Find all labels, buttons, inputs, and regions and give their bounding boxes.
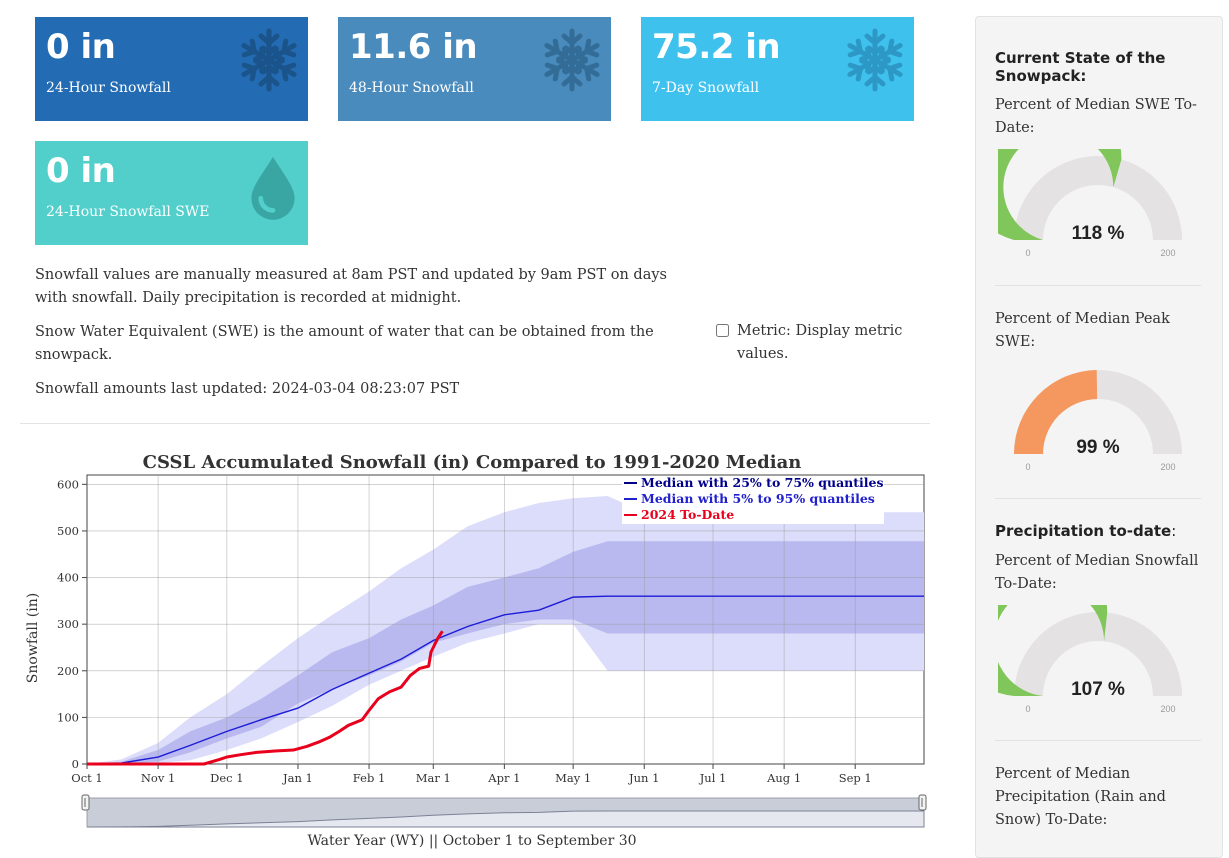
metric-checkbox[interactable] <box>716 324 729 337</box>
gauge-min: 0 <box>1025 462 1030 472</box>
water-drop-icon <box>251 156 295 220</box>
gauge-fill <box>998 605 1108 696</box>
divider <box>995 740 1201 741</box>
x-tick-label: Feb 1 <box>353 771 386 785</box>
peak-swe-gauge: 99 % 0 200 <box>1014 370 1182 472</box>
median-line <box>86 595 924 765</box>
x-tick-label: Apr 1 <box>487 771 520 785</box>
y-tick-label: 0 <box>72 757 79 771</box>
y-tick-label: 100 <box>57 710 79 724</box>
x-tick-label: Sep 1 <box>839 771 872 785</box>
snowflake-icon <box>236 28 302 93</box>
gauge-precip-label: Percent of Median Precipitation (Rain an… <box>995 766 1166 828</box>
stat-label: 48-Hour Snowfall <box>349 80 474 96</box>
y-tick-label: 300 <box>57 617 79 631</box>
divider <box>995 498 1201 499</box>
divider <box>20 423 930 424</box>
stat-card-48h-snowfall: 11.6 in 48-Hour Snowfall <box>338 17 611 121</box>
gauge-fill <box>1014 370 1098 454</box>
x-tick-label: Jul 1 <box>699 771 727 785</box>
navigator-series <box>86 810 925 828</box>
x-tick-label: Dec 1 <box>210 771 243 785</box>
y-tick-label: 600 <box>57 477 79 491</box>
stat-card-7day-snowfall: 75.2 in 7-Day Snowfall <box>641 17 914 121</box>
y-axis-label: Snowfall (in) <box>25 593 41 683</box>
swe-note: Snow Water Equivalent (SWE) is the amoun… <box>35 324 654 363</box>
snowfall-chart: CSSL Accumulated Snowfall (in) Compared … <box>25 452 927 849</box>
gauge-peak-swe-label: Percent of Median Peak SWE: <box>995 311 1170 350</box>
gauge-track <box>1014 156 1182 240</box>
gauge-fill <box>998 149 1122 240</box>
x-tick-label: May 1 <box>555 771 591 785</box>
x-tick-label: Jun 1 <box>628 771 659 785</box>
legend-label: 2024 To-Date <box>641 507 734 522</box>
metric-label: Metric: Display metric values. <box>737 323 903 362</box>
y-tick-label: 200 <box>57 664 79 678</box>
gauge-min: 0 <box>1025 248 1030 258</box>
stat-label: 7-Day Snowfall <box>652 80 760 96</box>
swe-gauge: 118 % 0 200 <box>998 149 1182 258</box>
range-navigator[interactable] <box>81 794 927 828</box>
measurement-note: Snowfall values are manually measured at… <box>35 267 667 306</box>
stat-card-24h-swe: 0 in 24-Hour Snowfall SWE <box>35 141 308 245</box>
gauge-max: 200 <box>1160 704 1175 714</box>
stat-label: 24-Hour Snowfall SWE <box>46 204 210 220</box>
gauge-swe-label: Percent of Median SWE To-Date: <box>995 97 1197 136</box>
gauge-value: 118 % <box>1072 223 1125 244</box>
y-axis: 0 100 200 300 400 500 600 <box>57 477 87 771</box>
stat-value: 11.6 in <box>349 27 478 67</box>
gauge-min: 0 <box>1025 704 1030 714</box>
stat-label: 24-Hour Snowfall <box>46 80 171 96</box>
legend-label: Median with 25% to 75% quantiles <box>641 475 884 490</box>
divider <box>995 285 1201 286</box>
x-axis: Oct 1 Nov 1 Dec 1 Jan 1 Feb 1 Mar 1 Apr 1 May 1… <box>71 764 872 785</box>
metric-toggle[interactable]: Metric: Display metric values. <box>716 320 916 366</box>
gauge-value: 107 % <box>1071 679 1125 700</box>
stat-value: 0 in <box>46 151 116 191</box>
y-tick-label: 400 <box>57 571 79 585</box>
wy2024-line <box>87 630 444 766</box>
gauge-max: 200 <box>1160 462 1175 472</box>
x-tick-label: Aug 1 <box>766 771 801 785</box>
chart-title: CSSL Accumulated Snowfall (in) Compared … <box>143 452 802 473</box>
x-tick-label: Oct 1 <box>71 771 102 785</box>
stat-value: 75.2 in <box>652 27 781 67</box>
stat-card-24h-snowfall: 0 in 24-Hour Snowfall <box>35 17 308 121</box>
last-updated: Snowfall amounts last updated: 2024-03-0… <box>35 381 460 397</box>
x-tick-label: Mar 1 <box>416 771 451 785</box>
legend-label: Median with 5% to 95% quantiles <box>641 491 875 506</box>
gauge-track <box>1014 612 1182 696</box>
precip-heading-colon: : <box>1171 522 1177 540</box>
chart-series <box>86 595 924 766</box>
x-tick-label: Nov 1 <box>141 771 175 785</box>
snowfall-gauge: 107 % 0 200 <box>998 605 1182 714</box>
y-tick-label: 500 <box>57 524 79 538</box>
precip-heading-text: Precipitation to-date <box>995 522 1172 540</box>
snowpack-sidebar: Current State of the Snowpack: Percent o… <box>975 16 1223 858</box>
snowflake-icon <box>842 27 908 93</box>
precip-heading: Precipitation to-date: <box>995 522 1176 540</box>
snowflake-icon <box>539 27 605 93</box>
snowpack-heading: Current State of the Snowpack: <box>995 49 1166 85</box>
x-tick-label: Jan 1 <box>282 771 313 785</box>
gauge-snowfall-label: Percent of Median Snowfall To-Date: <box>995 553 1199 592</box>
stat-value: 0 in <box>46 27 116 67</box>
gauge-max: 200 <box>1160 248 1175 258</box>
legend-box <box>622 476 884 524</box>
gauge-value: 99 % <box>1076 437 1119 458</box>
x-axis-label: Water Year (WY) || October 1 to Septembe… <box>307 833 636 849</box>
